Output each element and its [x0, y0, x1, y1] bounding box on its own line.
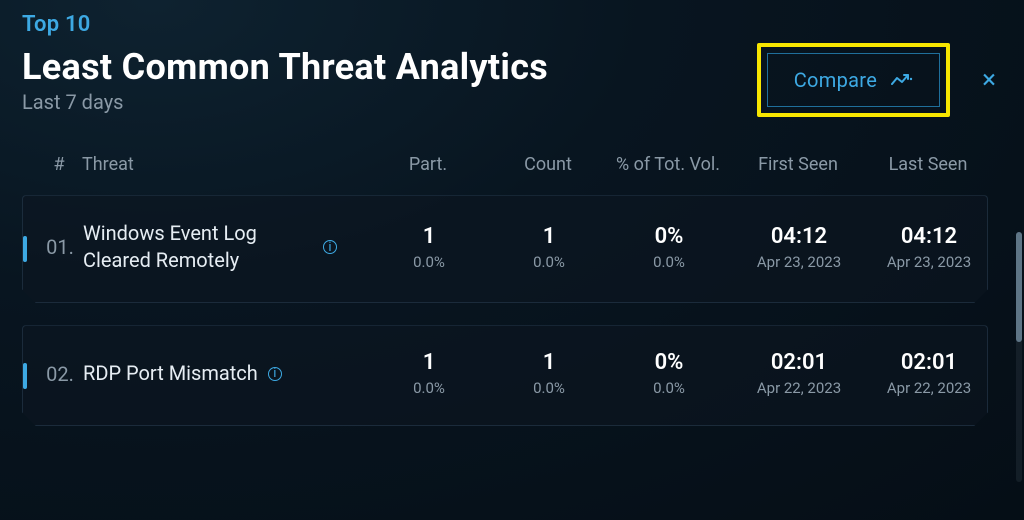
- col-rank: #: [36, 153, 82, 177]
- count-cell: 1 0.0%: [489, 224, 609, 271]
- close-icon: ×: [982, 65, 996, 95]
- last-seen-time: 04:12: [869, 224, 989, 249]
- close-button[interactable]: ×: [976, 59, 1002, 101]
- scrollbar-thumb[interactable]: [1016, 232, 1022, 342]
- col-pct-tot: % of Tot. Vol.: [608, 153, 728, 177]
- info-icon[interactable]: i: [323, 240, 337, 254]
- table-rows: 01. Windows Event Log Cleared Remotely i…: [22, 195, 1002, 426]
- pct-cell: 0% 0.0%: [609, 350, 729, 397]
- part-sub: 0.0%: [369, 379, 489, 397]
- first-seen-time: 04:12: [729, 224, 869, 249]
- last-seen-time: 02:01: [869, 350, 989, 375]
- part-value: 1: [369, 350, 489, 375]
- part-value: 1: [369, 224, 489, 249]
- rank-cell: 02.: [37, 362, 83, 386]
- part-cell: 1 0.0%: [369, 350, 489, 397]
- col-last-seen: Last Seen: [868, 153, 988, 177]
- threat-name: Windows Event Log Cleared Remotely: [83, 220, 313, 274]
- rank-cell: 01.: [37, 235, 83, 259]
- threat-name: RDP Port Mismatch: [83, 360, 258, 387]
- first-seen-cell: 02:01 Apr 22, 2023: [729, 350, 869, 397]
- col-first-seen: First Seen: [728, 153, 868, 177]
- threat-cell: RDP Port Mismatch i: [83, 360, 369, 387]
- last-seen-cell: 04:12 Apr 23, 2023: [869, 224, 989, 271]
- pct-value: 0%: [609, 224, 729, 249]
- col-part: Part.: [368, 153, 488, 177]
- compare-highlight: Compare: [757, 43, 950, 117]
- title-row: Least Common Threat Analytics Last 7 day…: [22, 43, 1002, 117]
- table-row[interactable]: 01. Windows Event Log Cleared Remotely i…: [22, 195, 988, 303]
- pct-sub: 0.0%: [609, 379, 729, 397]
- compare-button[interactable]: Compare: [767, 53, 940, 107]
- time-range-subtitle: Last 7 days: [22, 90, 548, 114]
- row-accent-bar: [23, 363, 27, 389]
- page-title: Least Common Threat Analytics: [22, 46, 548, 88]
- col-threat: Threat: [82, 153, 368, 177]
- count-cell: 1 0.0%: [489, 350, 609, 397]
- trend-icon: [891, 73, 913, 87]
- part-sub: 0.0%: [369, 253, 489, 271]
- info-icon[interactable]: i: [268, 367, 282, 381]
- table-row[interactable]: 02. RDP Port Mismatch i 1 0.0% 1 0.0% 0%…: [22, 325, 988, 426]
- pct-cell: 0% 0.0%: [609, 224, 729, 271]
- first-seen-date: Apr 22, 2023: [729, 379, 869, 397]
- last-seen-cell: 02:01 Apr 22, 2023: [869, 350, 989, 397]
- last-seen-date: Apr 22, 2023: [869, 379, 989, 397]
- first-seen-time: 02:01: [729, 350, 869, 375]
- first-seen-date: Apr 23, 2023: [729, 253, 869, 271]
- count-sub: 0.0%: [489, 379, 609, 397]
- pct-value: 0%: [609, 350, 729, 375]
- panel-eyebrow: Top 10: [22, 12, 1002, 37]
- table-header: # Threat Part. Count % of Tot. Vol. Firs…: [22, 153, 1002, 177]
- part-cell: 1 0.0%: [369, 224, 489, 271]
- count-sub: 0.0%: [489, 253, 609, 271]
- threat-analytics-panel: Top 10 Least Common Threat Analytics Las…: [0, 0, 1024, 520]
- last-seen-date: Apr 23, 2023: [869, 253, 989, 271]
- panel-actions: Compare ×: [757, 43, 1002, 117]
- compare-button-label: Compare: [794, 68, 877, 92]
- col-count: Count: [488, 153, 608, 177]
- first-seen-cell: 04:12 Apr 23, 2023: [729, 224, 869, 271]
- row-accent-bar: [23, 236, 27, 262]
- threat-cell: Windows Event Log Cleared Remotely i: [83, 220, 369, 274]
- count-value: 1: [489, 350, 609, 375]
- pct-sub: 0.0%: [609, 253, 729, 271]
- count-value: 1: [489, 224, 609, 249]
